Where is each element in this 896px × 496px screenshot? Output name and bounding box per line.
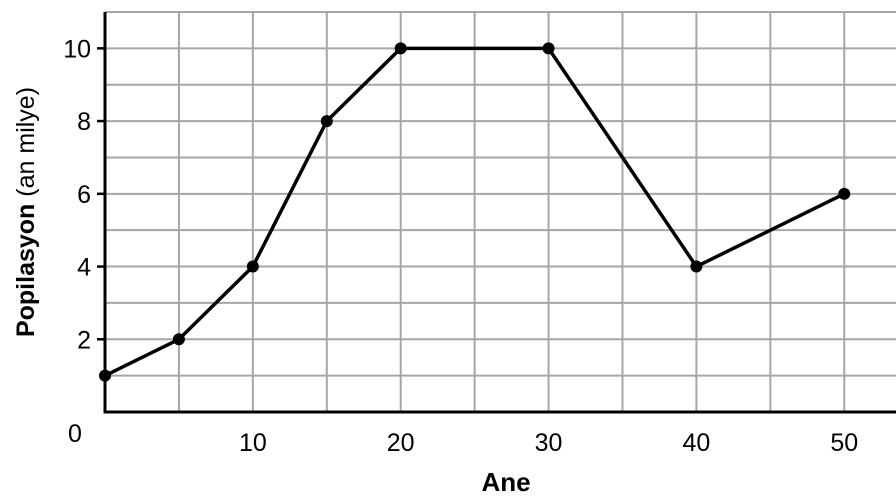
data-point xyxy=(320,115,333,128)
x-tick-label: 10 xyxy=(239,429,267,457)
data-points xyxy=(99,42,851,382)
series-line xyxy=(104,46,846,378)
grid-lines xyxy=(105,11,896,412)
x-tick-label: 20 xyxy=(387,429,415,457)
y-axis-title-unit: (an milye) xyxy=(12,87,40,204)
y-tick-label: 6 xyxy=(77,181,91,209)
tick-labels: 2 4 6 8 10 10 20 30 40 50 xyxy=(63,35,858,457)
y-tick-label: 2 xyxy=(77,326,91,354)
data-point xyxy=(690,260,703,273)
data-point xyxy=(394,42,407,55)
x-tick-label: 40 xyxy=(682,429,710,457)
y-tick-label: 4 xyxy=(77,254,91,282)
axes xyxy=(103,12,896,414)
x-tick-label: 50 xyxy=(830,429,858,457)
x-tick-label: 30 xyxy=(535,429,563,457)
y-axis-title-main: Popilasyon xyxy=(12,204,40,337)
y-tick-label: 10 xyxy=(63,35,91,63)
data-point xyxy=(542,42,555,55)
data-point xyxy=(838,187,851,200)
y-axis-title: Popilasyon (an milye) xyxy=(12,87,40,337)
x-axis-title: Ane xyxy=(481,467,530,496)
data-point xyxy=(172,333,185,346)
series-line-group xyxy=(104,46,846,378)
origin-label: 0 xyxy=(68,420,82,448)
data-point xyxy=(99,369,111,382)
data-point xyxy=(246,260,259,273)
y-tick-label: 8 xyxy=(77,108,91,136)
